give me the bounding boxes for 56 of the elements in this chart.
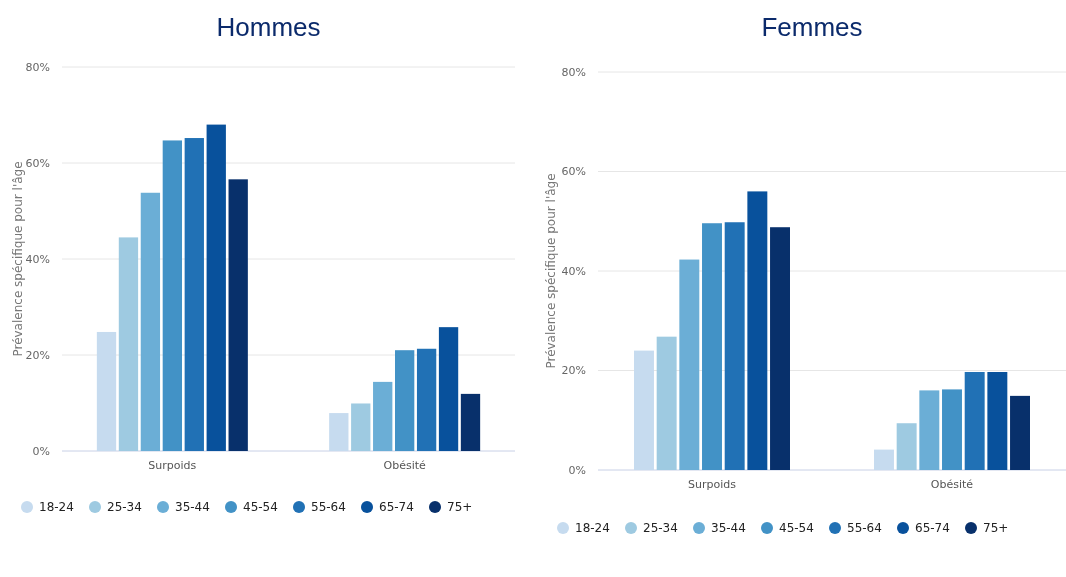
legend-label: 55-64 [311,500,346,515]
legend-label: 18-24 [39,500,74,515]
legend-label: 75+ [447,500,473,515]
bar [228,179,248,451]
y-tick-label: 0% [32,444,50,458]
bar [395,350,415,451]
y-axis-title: Prévalence spécifique pour l'âge [544,173,558,369]
chart-title: Hommes [216,12,321,42]
legend-label: 55-64 [847,521,882,536]
y-tick-label: 40% [25,252,50,266]
bar [987,371,1008,470]
legend-label: 45-54 [243,500,278,515]
bar [679,259,700,470]
bar [162,140,182,451]
bar [656,336,677,470]
bar [140,192,161,451]
bar [206,124,226,451]
bar [1010,395,1030,470]
bar [770,227,790,470]
legend-label: 65-74 [379,500,414,515]
x-tick-label: Surpoids [688,478,737,491]
y-tick-label: 80% [561,65,586,79]
bar [724,222,745,470]
x-tick-label: Obésité [930,478,974,491]
y-tick-label: 20% [25,348,50,362]
y-tick-label: 60% [561,165,586,179]
legend-label: 65-74 [915,521,950,536]
chart-title: Femmes [761,12,863,42]
bar [416,348,437,451]
x-tick-label: Obésité [383,459,427,472]
bar [896,423,917,470]
y-tick-label: 0% [568,463,586,477]
bar [438,327,459,451]
bar [964,371,985,470]
legend-label: 18-24 [575,521,610,536]
bar [702,223,722,470]
legend-label: 75+ [983,521,1009,536]
legend-label: 45-54 [779,521,814,536]
y-tick-label: 80% [25,60,50,74]
y-tick-label: 20% [561,364,586,378]
y-axis-title: Prévalence spécifique pour l'âge [11,161,25,357]
legend-label: 35-44 [711,521,746,536]
bar [747,191,768,470]
legend-label: 35-44 [175,500,210,515]
y-tick-label: 40% [561,264,586,278]
bar [460,393,481,451]
y-tick-label: 60% [25,156,50,170]
bar [942,389,962,470]
bar [118,237,139,451]
legend-label: 25-34 [107,500,142,515]
bar [184,138,204,451]
x-tick-label: Surpoids [148,459,197,472]
bar [373,381,393,451]
bar [919,390,940,470]
bar [351,403,371,451]
legend-label: 25-34 [643,521,678,536]
